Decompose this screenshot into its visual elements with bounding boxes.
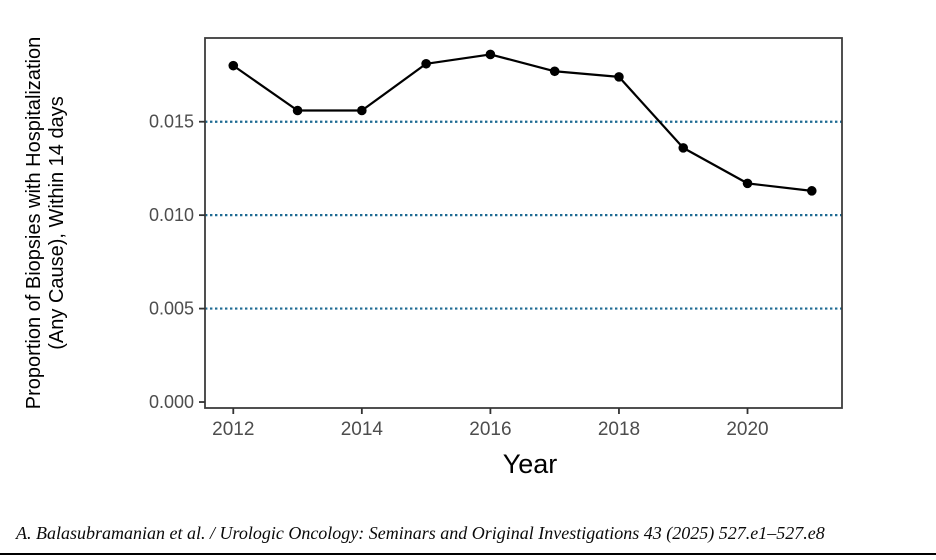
y-tick-label: 0.000: [149, 392, 194, 412]
data-point-2013: [292, 105, 303, 116]
x-axis-title: Year: [502, 449, 558, 479]
y-axis-title-line1: Proportion of Biopsies with Hospitalizat…: [23, 36, 45, 410]
plot-panel-border: [204, 37, 843, 409]
footer-divider: [0, 553, 936, 555]
x-tick-label: 2016: [469, 419, 511, 440]
x-tick-label: 2012: [212, 419, 254, 440]
x-tick-label: 2018: [598, 419, 640, 440]
data-point-2014: [357, 105, 367, 116]
line-chart-canvas: 0.000 0.005 0.010 0.015 2012 2014 2016 2018 2020: [149, 37, 843, 440]
y-tick-label: 0.010: [149, 205, 194, 225]
y-tick-label: 0.015: [149, 112, 194, 132]
data-point-2015: [421, 58, 431, 69]
data-point-2017: [549, 66, 560, 77]
citation-text: A. Balasubramanian et al. / Urologic Onc…: [16, 523, 825, 543]
data-point-2012: [228, 60, 239, 71]
x-tick-label: 2020: [726, 419, 768, 440]
data-point-2021: [806, 186, 817, 196]
y-tick-label: 0.005: [149, 299, 194, 319]
trend-line: [232, 53, 813, 192]
data-point-2018: [614, 72, 624, 82]
y-axis-title: Proportion of Biopsies with Hospitalizat…: [23, 37, 69, 409]
data-point-2016: [485, 49, 496, 60]
x-tick-label: 2014: [341, 419, 384, 440]
data-point-2019: [678, 143, 689, 153]
y-axis-title-line2: (Any Cause), Within 14 days: [46, 96, 68, 350]
data-point-2020: [742, 178, 753, 189]
